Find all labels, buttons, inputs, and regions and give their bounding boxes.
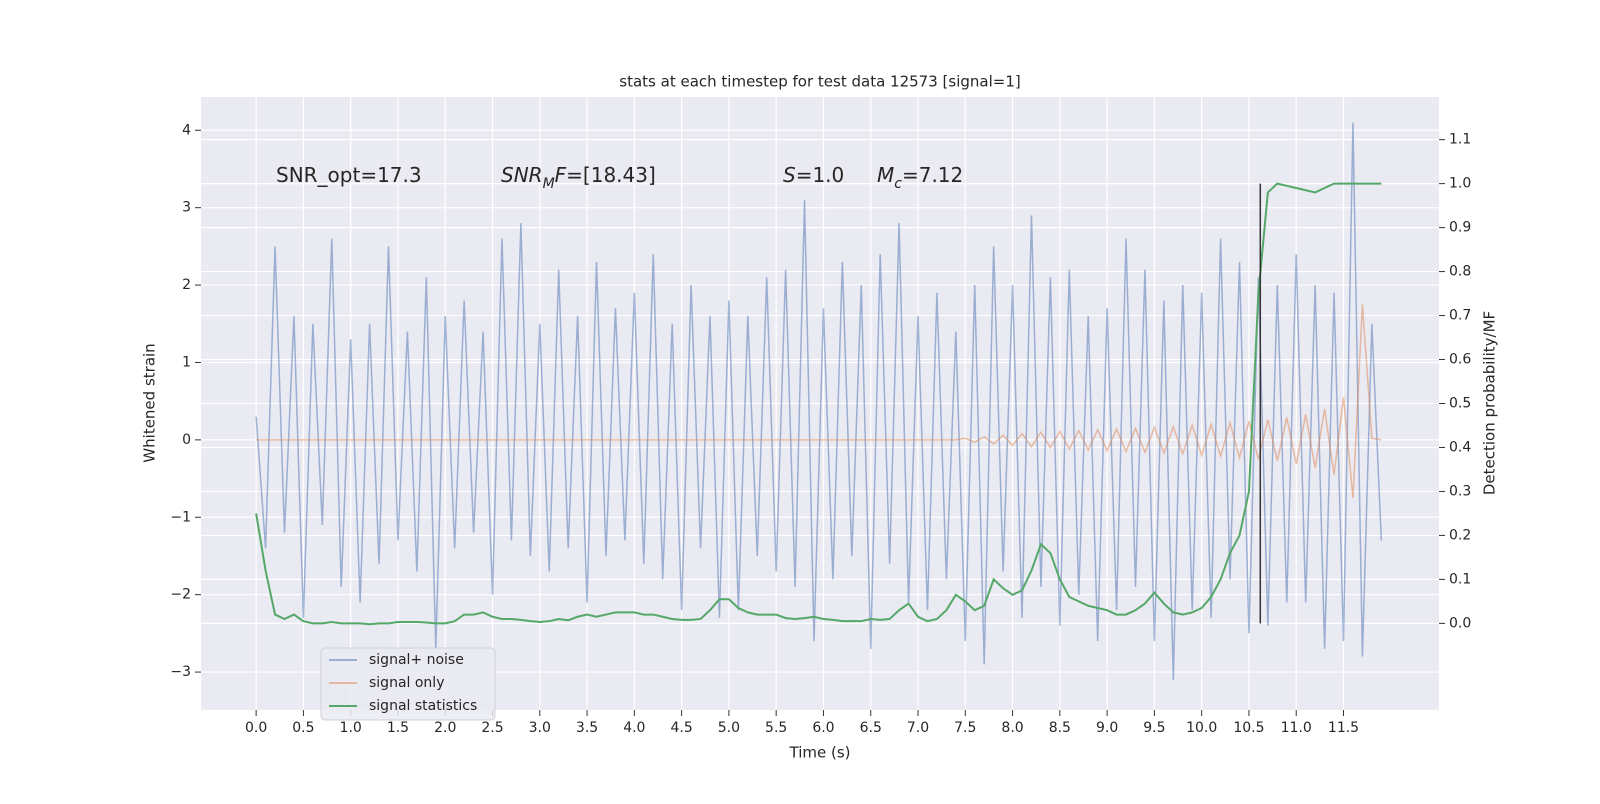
x-tick-label: 11.0 <box>1281 720 1312 736</box>
y2-tick-label: 0.2 <box>1449 527 1471 543</box>
x-tick-label: 1.5 <box>387 720 409 736</box>
annotation-part: =7.12 <box>902 163 963 187</box>
series-line <box>255 182 1382 626</box>
x-tick-label: 6.0 <box>812 720 834 736</box>
x-tick-label: 1.0 <box>340 720 362 736</box>
x-tick-label: 2.0 <box>434 720 456 736</box>
y2-tick-label: 0.7 <box>1449 308 1471 324</box>
legend-box <box>320 647 496 721</box>
y2-tick-label: 0.6 <box>1449 352 1471 368</box>
annotation-part: F <box>555 163 567 187</box>
series-line <box>256 304 1382 499</box>
x-tick-label: 11.5 <box>1328 720 1359 736</box>
y2-tick-label: 1.0 <box>1449 176 1471 192</box>
x-tick-label: 3.5 <box>576 720 598 736</box>
x-tick-label: 0.5 <box>292 720 314 736</box>
x-tick-label: 8.0 <box>1001 720 1023 736</box>
legend-label: signal+ noise <box>369 652 464 668</box>
annotation-part: =[18.43] <box>566 163 656 187</box>
annotation-part: SNR_opt=17.3 <box>276 163 422 187</box>
series-line <box>255 122 1383 680</box>
x-tick-label: 9.5 <box>1143 720 1165 736</box>
y-tick-label: 1 <box>182 354 191 370</box>
x-tick-label: 3.0 <box>529 720 551 736</box>
x-tick-label: 7.5 <box>954 720 976 736</box>
chart-title: stats at each timestep for test data 125… <box>619 73 1020 91</box>
x-tick-label: 8.5 <box>1049 720 1071 736</box>
annotation: SNR_opt=17.3 <box>276 163 422 187</box>
y-tick-label: 3 <box>182 200 191 216</box>
y-axis-label: Whitened strain <box>141 343 159 462</box>
y2-tick-label: 0.5 <box>1449 396 1471 412</box>
annotation: Mc=7.12 <box>877 163 963 193</box>
y-tick-label: −3 <box>170 664 191 680</box>
x-tick-label: 2.5 <box>481 720 503 736</box>
legend-label: signal only <box>369 675 444 691</box>
x-tick-label: 9.0 <box>1096 720 1118 736</box>
y-tick-label: −2 <box>170 587 191 603</box>
annotation-part: M <box>543 176 555 192</box>
y2-tick-label: 0.9 <box>1449 220 1471 236</box>
y2-tick-label: 0.0 <box>1449 615 1471 631</box>
y2-tick-label: 0.4 <box>1449 439 1471 455</box>
y2-axis-label: Detection probability/MF <box>1481 311 1499 495</box>
x-tick-label: 7.0 <box>907 720 929 736</box>
x-tick-label: 5.0 <box>718 720 740 736</box>
y-tick-label: 2 <box>182 277 191 293</box>
x-tick-label: 4.5 <box>670 720 692 736</box>
annotation-part: =1.0 <box>796 163 845 187</box>
y-tick-label: 4 <box>182 122 191 138</box>
y2-tick-label: 0.3 <box>1449 483 1471 499</box>
x-tick-label: 5.5 <box>765 720 787 736</box>
annotation: SNRMF=[18.43] <box>501 163 656 193</box>
y2-tick-label: 1.1 <box>1449 132 1471 148</box>
x-tick-label: 4.0 <box>623 720 645 736</box>
x-tick-label: 6.5 <box>860 720 882 736</box>
y-tick-label: −1 <box>170 509 191 525</box>
x-tick-label: 0.0 <box>245 720 267 736</box>
x-tick-label: 10.5 <box>1233 720 1264 736</box>
annotation-part: S <box>783 163 796 187</box>
legend-label: signal statistics <box>369 698 477 714</box>
y2-tick-label: 0.1 <box>1449 571 1471 587</box>
y2-tick-label: 0.8 <box>1449 264 1471 280</box>
x-tick-label: 10.0 <box>1186 720 1217 736</box>
annotation-part: SNR <box>501 163 543 187</box>
annotation-part: c <box>894 176 902 192</box>
annotation-part: M <box>877 163 894 187</box>
annotation: S=1.0 <box>783 163 844 187</box>
x-axis-label: Time (s) <box>789 744 851 762</box>
y-tick-label: 0 <box>182 432 191 448</box>
